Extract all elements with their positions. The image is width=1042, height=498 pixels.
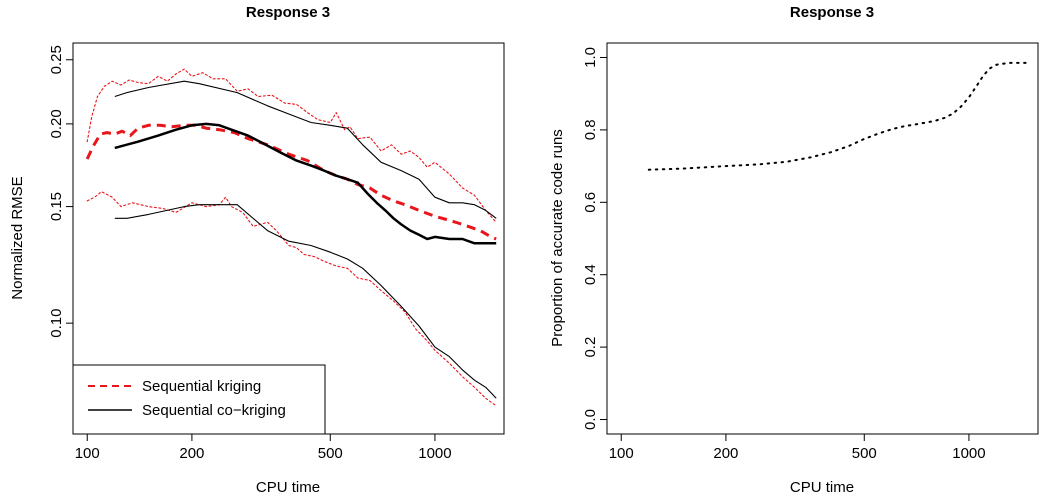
- x-tick-label: 500: [852, 445, 877, 462]
- proportion-x-axis-label: CPU time: [790, 479, 854, 496]
- rmse-x-axis: 100 200 500 1000: [75, 433, 452, 462]
- rmse-series: [85, 68, 497, 407]
- x-tick-label: 500: [318, 445, 343, 462]
- y-tick-label: 0.4: [582, 264, 599, 285]
- series-line-lower-bound: [86, 191, 497, 407]
- x-tick-label: 200: [713, 445, 738, 462]
- legend: Sequential kriging Sequential co−kriging: [72, 364, 326, 435]
- x-tick-label: 100: [609, 445, 634, 462]
- series-line-upper-bound: [114, 80, 497, 219]
- rmse-y-axis: 0.10 0.15 0.20 0.25: [48, 45, 74, 338]
- series-line-upper-bound: [86, 68, 497, 223]
- y-tick-label: 0.25: [48, 45, 65, 74]
- rmse-y-axis-label: Normalized RMSE: [9, 176, 26, 299]
- rmse-x-axis-label: CPU time: [256, 479, 320, 496]
- legend-box: [72, 364, 326, 435]
- proportion-series: [647, 61, 1032, 171]
- y-tick-label: 0.0: [582, 409, 599, 430]
- proportion-plot-frame: [606, 42, 1039, 435]
- y-tick-label: 0.15: [48, 192, 65, 221]
- proportion-panel: Response 3 100 200 500 1000 0.0 0.2 0.4 0.6 0.8…: [549, 4, 1039, 496]
- x-tick-label: 200: [179, 445, 204, 462]
- series-line-median: [85, 123, 497, 241]
- rmse-panel: Response 3 100 200 500 1000 0.10 0.15 0.20 0.2…: [9, 4, 505, 496]
- y-tick-label: 0.2: [582, 337, 599, 358]
- series-line-median: [114, 122, 497, 245]
- y-tick-label: 0.10: [48, 309, 65, 338]
- x-tick-label: 1000: [952, 445, 985, 462]
- proportion-y-axis-label: Proportion of accurate code runs: [549, 129, 566, 347]
- y-tick-label: 1.0: [582, 47, 599, 68]
- x-tick-label: 1000: [418, 445, 451, 462]
- y-tick-label: 0.6: [582, 192, 599, 213]
- proportion-chart-title: Response 3: [790, 4, 874, 21]
- proportion-x-axis: 100 200 500 1000: [609, 433, 986, 462]
- proportion-y-axis: 0.0 0.2 0.4 0.6 0.8 1.0: [582, 47, 608, 430]
- y-tick-label: 0.20: [48, 109, 65, 138]
- x-tick-label: 100: [75, 445, 100, 462]
- legend-label-kriging: Sequential kriging: [142, 378, 261, 395]
- rmse-chart-title: Response 3: [246, 4, 330, 21]
- legend-label-cokriging: Sequential co−kriging: [142, 402, 286, 419]
- series-line-main: [647, 61, 1032, 171]
- y-tick-label: 0.8: [582, 119, 599, 140]
- series-line-lower-bound: [114, 204, 497, 399]
